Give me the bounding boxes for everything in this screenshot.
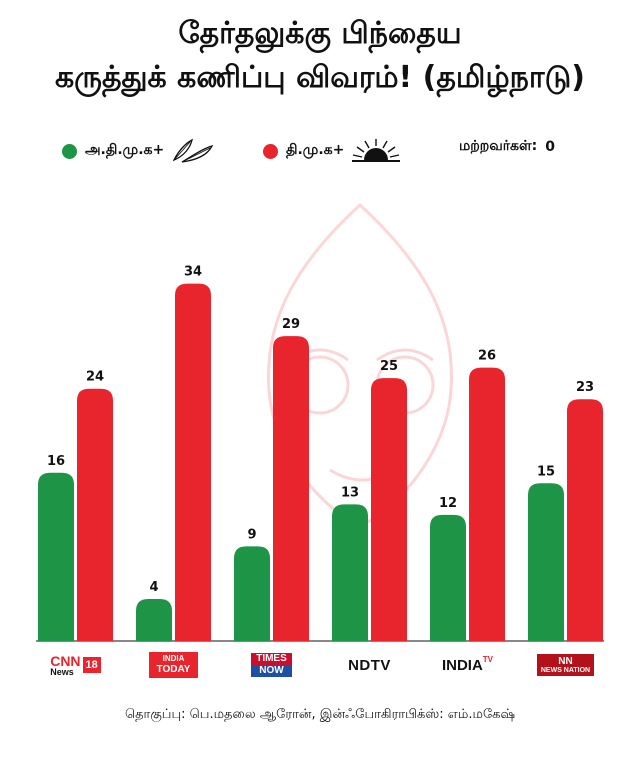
bar-red-5: [469, 367, 505, 641]
channel-logo-4: NDTV: [348, 656, 391, 674]
bar-green-1: [38, 472, 74, 641]
bar-red-2: [175, 283, 211, 641]
title-line-1: தேர்தலுக்கு பிந்தைய: [178, 16, 462, 51]
data-label-red-2: 34: [184, 265, 202, 280]
legend-item-red: தி.மு.க+: [263, 138, 402, 164]
green-dot-icon: [62, 143, 77, 159]
data-label-green-4: 13: [341, 485, 359, 500]
bar-green-5: [430, 514, 466, 641]
legend-red-label: தி.மு.க+: [286, 142, 345, 158]
two-leaves-icon: [172, 138, 214, 163]
bar-red-1: [77, 388, 113, 641]
bar-green-6: [528, 483, 564, 641]
channel-logo-5: INDIA TV: [441, 655, 494, 674]
bar-red-3: [273, 336, 309, 641]
data-label-red-1: 24: [86, 370, 104, 385]
data-label-green-5: 12: [439, 496, 457, 511]
channel-logo-2: INDIA TODAY: [138, 652, 210, 678]
data-label-green-6: 15: [537, 464, 555, 479]
data-label-green-1: 16: [47, 454, 65, 469]
credit-line: தொகுப்பு: பெ.மதலை ஆரோன், இன்ஃபோகிராபிக்ஸ…: [124, 707, 516, 722]
bar-red-6: [567, 399, 603, 641]
legend-green-label: அ.தி.மு.க+: [85, 142, 165, 158]
legend-others-label: மற்றவர்கள்:: [459, 138, 538, 154]
title-line-2: கருத்துக் கணிப்பு விவரம்! (தமிழ்நாடு): [54, 60, 586, 95]
bar-green-2: [136, 598, 172, 641]
bar-green-4: [332, 504, 368, 641]
rising-sun-icon: [352, 139, 401, 162]
data-label-red-3: 29: [282, 317, 300, 332]
red-dot-icon: [263, 143, 278, 159]
legend-others-value: 0: [545, 139, 555, 155]
bar-red-4: [371, 378, 407, 641]
channel-logo-1: CNN News 18: [40, 652, 112, 678]
legend-item-others: மற்றவர்கள்: 0: [459, 138, 555, 156]
legend-item-green: அ.தி.மு.க+: [62, 138, 216, 164]
bar-chart: 16 24 4 34 9 29 13 25 12 26 15 23: [36, 202, 604, 642]
data-label-red-4: 25: [380, 359, 398, 374]
data-label-green-3: 9: [247, 527, 256, 542]
data-label-red-5: 26: [478, 349, 496, 364]
legend: அ.தி.மு.க+ தி.மு.க+ மற்றவர்கள்:: [0, 138, 640, 168]
data-label-red-6: 23: [576, 380, 594, 395]
channel-logo-6: NN NEWS NATION: [530, 652, 602, 678]
data-label-green-2: 4: [149, 580, 158, 595]
bar-green-3: [234, 546, 270, 641]
channel-logo-3: TIMES NOW: [236, 652, 308, 678]
